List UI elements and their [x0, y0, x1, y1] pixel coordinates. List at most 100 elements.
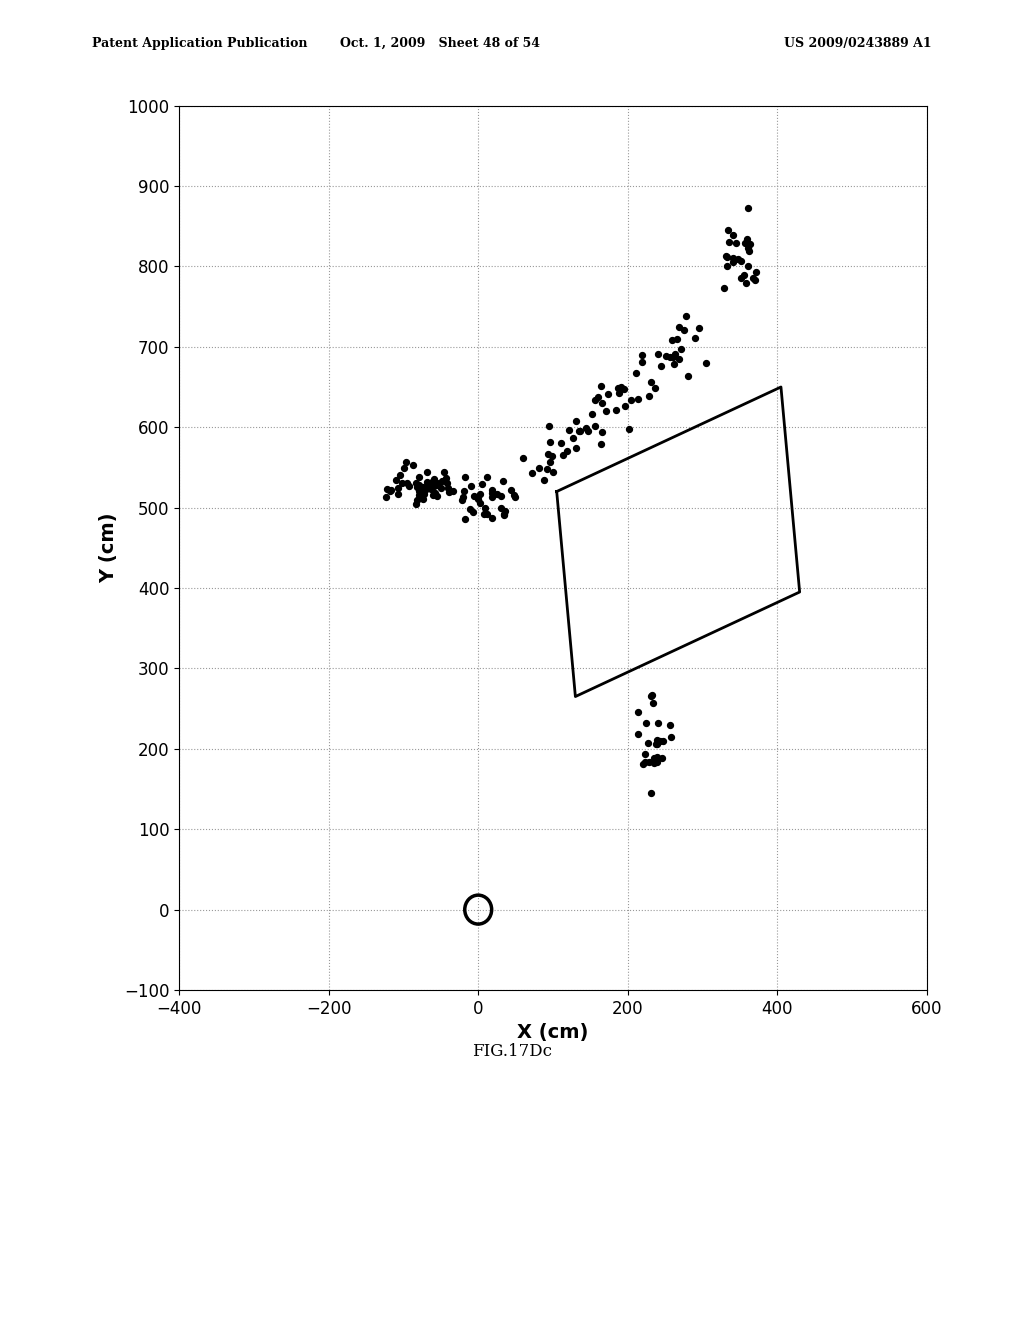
Point — [415, 477, 431, 498]
Point — [568, 437, 585, 458]
Point — [690, 318, 707, 339]
Point — [432, 478, 449, 499]
Point — [545, 461, 561, 482]
Point — [736, 264, 753, 285]
Point — [507, 486, 523, 507]
Point — [429, 474, 445, 495]
Point — [616, 378, 633, 399]
Point — [634, 345, 650, 366]
Point — [649, 746, 666, 767]
Point — [587, 389, 603, 411]
Point — [408, 494, 424, 515]
Point — [643, 686, 659, 708]
Point — [440, 480, 457, 502]
Point — [537, 470, 553, 491]
Point — [571, 421, 588, 442]
Point — [739, 228, 756, 249]
Point — [419, 471, 435, 492]
Point — [423, 479, 439, 500]
Point — [470, 488, 486, 510]
Point — [628, 363, 644, 384]
Point — [630, 388, 646, 409]
Point — [645, 752, 662, 774]
Point — [732, 268, 749, 289]
Point — [477, 498, 494, 519]
Point — [436, 461, 453, 482]
Point — [462, 499, 478, 520]
Point — [496, 504, 512, 525]
Point — [389, 483, 406, 504]
Text: FIG.17Dc: FIG.17Dc — [472, 1043, 552, 1060]
Point — [469, 486, 485, 507]
Point — [600, 383, 616, 404]
Point — [648, 734, 665, 755]
Point — [382, 480, 398, 502]
Point — [567, 411, 584, 432]
Point — [649, 343, 666, 364]
Point — [433, 470, 450, 491]
Point — [479, 503, 496, 524]
Point — [466, 486, 482, 507]
Point — [540, 444, 556, 465]
Point — [665, 346, 681, 367]
Point — [593, 376, 609, 397]
Point — [590, 387, 606, 408]
Point — [544, 445, 560, 466]
Point — [667, 354, 683, 375]
Point — [730, 248, 746, 269]
Text: US 2009/0243889 A1: US 2009/0243889 A1 — [784, 37, 932, 50]
Point — [506, 484, 522, 506]
Point — [417, 479, 433, 500]
Point — [426, 475, 442, 496]
Point — [426, 469, 442, 490]
Point — [406, 454, 422, 475]
Point — [411, 480, 427, 502]
Point — [748, 269, 764, 290]
Point — [676, 319, 692, 341]
Point — [465, 502, 481, 523]
Point — [728, 232, 744, 253]
Point — [594, 392, 610, 413]
Point — [721, 231, 737, 252]
Point — [483, 479, 500, 500]
Point — [411, 484, 427, 506]
Point — [587, 416, 603, 437]
Point — [539, 458, 555, 479]
Point — [651, 731, 668, 752]
Point — [648, 734, 665, 755]
Point — [397, 451, 414, 473]
Point — [379, 478, 395, 499]
Point — [445, 480, 462, 502]
Point — [647, 378, 664, 399]
Point — [457, 466, 473, 487]
Point — [737, 232, 754, 253]
Point — [630, 701, 646, 722]
Point — [608, 399, 625, 420]
Point — [740, 256, 757, 277]
Point — [640, 733, 656, 754]
Point — [440, 478, 457, 499]
Point — [650, 713, 667, 734]
Point — [555, 445, 571, 466]
Point — [725, 247, 741, 268]
Point — [623, 389, 639, 411]
Point — [438, 473, 455, 494]
Point — [667, 343, 683, 364]
Point — [388, 470, 404, 491]
Point — [428, 486, 444, 507]
Point — [634, 351, 650, 372]
Text: Oct. 1, 2009   Sheet 48 of 54: Oct. 1, 2009 Sheet 48 of 54 — [340, 37, 541, 50]
Point — [680, 364, 696, 385]
Point — [378, 487, 394, 508]
Point — [415, 488, 431, 510]
Point — [524, 463, 541, 484]
Point — [479, 466, 496, 487]
Point — [416, 483, 432, 504]
Point — [421, 475, 437, 496]
Point — [663, 726, 679, 747]
Point — [649, 751, 666, 772]
Point — [593, 433, 609, 454]
Point — [610, 383, 627, 404]
Point — [638, 713, 654, 734]
Point — [553, 432, 569, 453]
